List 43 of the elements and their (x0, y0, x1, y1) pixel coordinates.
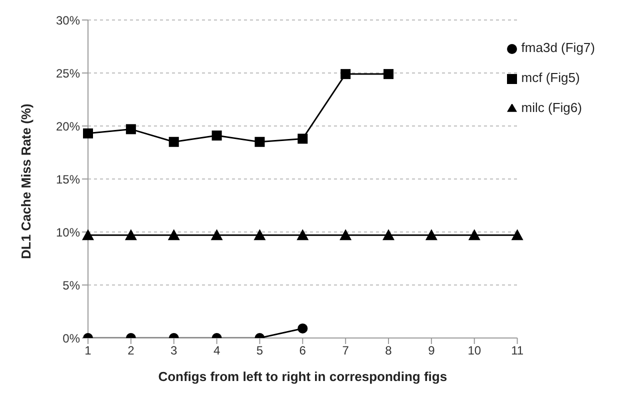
x-tick-label: 5 (256, 344, 264, 358)
point (168, 229, 180, 240)
point (254, 229, 266, 240)
point (82, 229, 94, 240)
point (124, 229, 137, 240)
x-tick-label: 4 (213, 344, 220, 358)
y-tick-label: 5% (62, 278, 80, 292)
point (83, 128, 93, 138)
y-axis-title: DL1 Cache Miss Rate (%) (18, 104, 34, 259)
x-tick-label: 8 (385, 344, 392, 358)
y-tick-label: 10% (56, 225, 80, 240)
x-tick-label: 6 (299, 344, 306, 358)
legend-label: fma3d (Fig7) (521, 40, 595, 55)
point (296, 229, 309, 240)
legend-label: mcf (Fig5) (521, 70, 580, 85)
point (468, 229, 480, 240)
y-tick-label: 15% (56, 172, 80, 186)
x-tick-label: 9 (428, 344, 436, 358)
y-tick-label: 20% (56, 119, 80, 134)
x-tick-label: 7 (342, 344, 350, 358)
point (210, 229, 223, 240)
point (384, 69, 394, 80)
point (382, 229, 395, 240)
point (340, 69, 351, 80)
x-tick-label: 2 (128, 344, 135, 358)
point (212, 130, 222, 141)
point (425, 229, 438, 240)
y-tick-label: 25% (56, 66, 80, 80)
point (168, 136, 179, 147)
y-tick-label: 30% (56, 13, 80, 28)
x-tick-label: 10 (468, 344, 482, 358)
y-tick-label: 0% (62, 331, 80, 346)
x-axis-title: Configs from left to right in corresponding figs (158, 369, 448, 384)
x-tick-label: 1 (84, 344, 92, 358)
legend-label: milc (Fig6) (521, 100, 582, 115)
x-tick-label: 11 (511, 344, 524, 358)
point (298, 134, 308, 144)
point (511, 229, 524, 240)
x-tick-label: 3 (170, 344, 178, 358)
point (298, 323, 308, 334)
point (340, 229, 352, 240)
point (254, 136, 265, 147)
point (126, 124, 136, 134)
